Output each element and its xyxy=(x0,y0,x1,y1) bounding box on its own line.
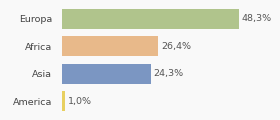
Bar xyxy=(62,9,239,29)
Text: 24,3%: 24,3% xyxy=(154,69,184,78)
Text: 1,0%: 1,0% xyxy=(68,97,92,106)
Text: 26,4%: 26,4% xyxy=(161,42,192,51)
Bar xyxy=(62,91,65,111)
Bar xyxy=(62,64,151,84)
Bar xyxy=(62,36,158,56)
Text: 48,3%: 48,3% xyxy=(242,14,272,23)
